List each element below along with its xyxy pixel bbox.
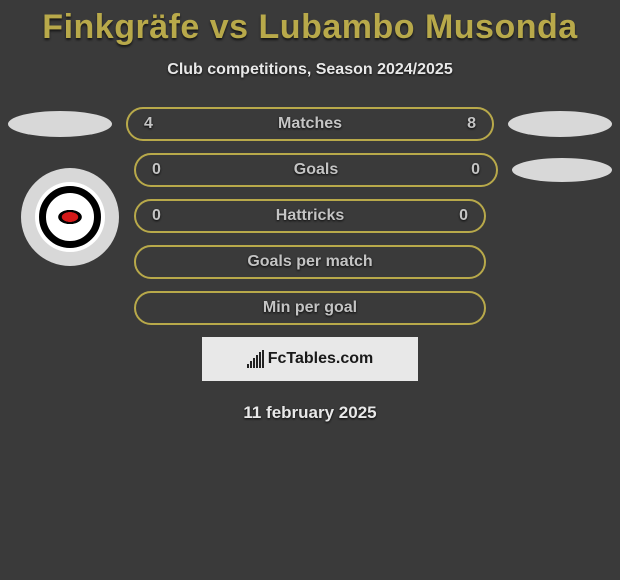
stat-right-value: 8 — [446, 115, 476, 133]
stat-right-value: 0 — [438, 207, 468, 225]
stat-label: Min per goal — [263, 299, 357, 317]
stat-label: Hattricks — [276, 207, 344, 225]
stat-label: Goals — [294, 161, 338, 179]
stat-pill-hattricks: 0 Hattricks 0 — [134, 199, 486, 233]
brand-text: FcTables.com — [268, 350, 374, 368]
stat-right-value: 0 — [450, 161, 480, 179]
page-title: Finkgräfe vs Lubambo Musonda — [0, 0, 620, 47]
stat-label: Matches — [278, 115, 342, 133]
stat-left-value: 0 — [152, 161, 182, 179]
stat-pill-matches: 4 Matches 8 — [126, 107, 494, 141]
bars-icon — [247, 350, 264, 368]
player2-badge-oval — [508, 111, 612, 137]
stat-pill-gpm: Goals per match — [134, 245, 486, 279]
fctables-logo: FcTables.com — [247, 350, 374, 368]
stat-left-value: 0 — [152, 207, 182, 225]
player1-badge-oval — [8, 111, 112, 137]
hurricanes-logo-icon — [35, 182, 105, 252]
stat-left-value: 4 — [144, 115, 174, 133]
brand-box: FcTables.com — [202, 337, 418, 381]
subtitle: Club competitions, Season 2024/2025 — [0, 61, 620, 79]
stat-pill-mpg: Min per goal — [134, 291, 486, 325]
stat-row-matches: 4 Matches 8 — [8, 107, 612, 141]
stat-pill-goals: 0 Goals 0 — [134, 153, 498, 187]
stat-label: Goals per match — [247, 253, 372, 271]
stat-row-mpg: Min per goal — [8, 291, 612, 325]
player1-team-logo — [21, 168, 119, 266]
player2-badge-oval-2 — [512, 158, 612, 182]
date-label: 11 february 2025 — [0, 403, 620, 423]
